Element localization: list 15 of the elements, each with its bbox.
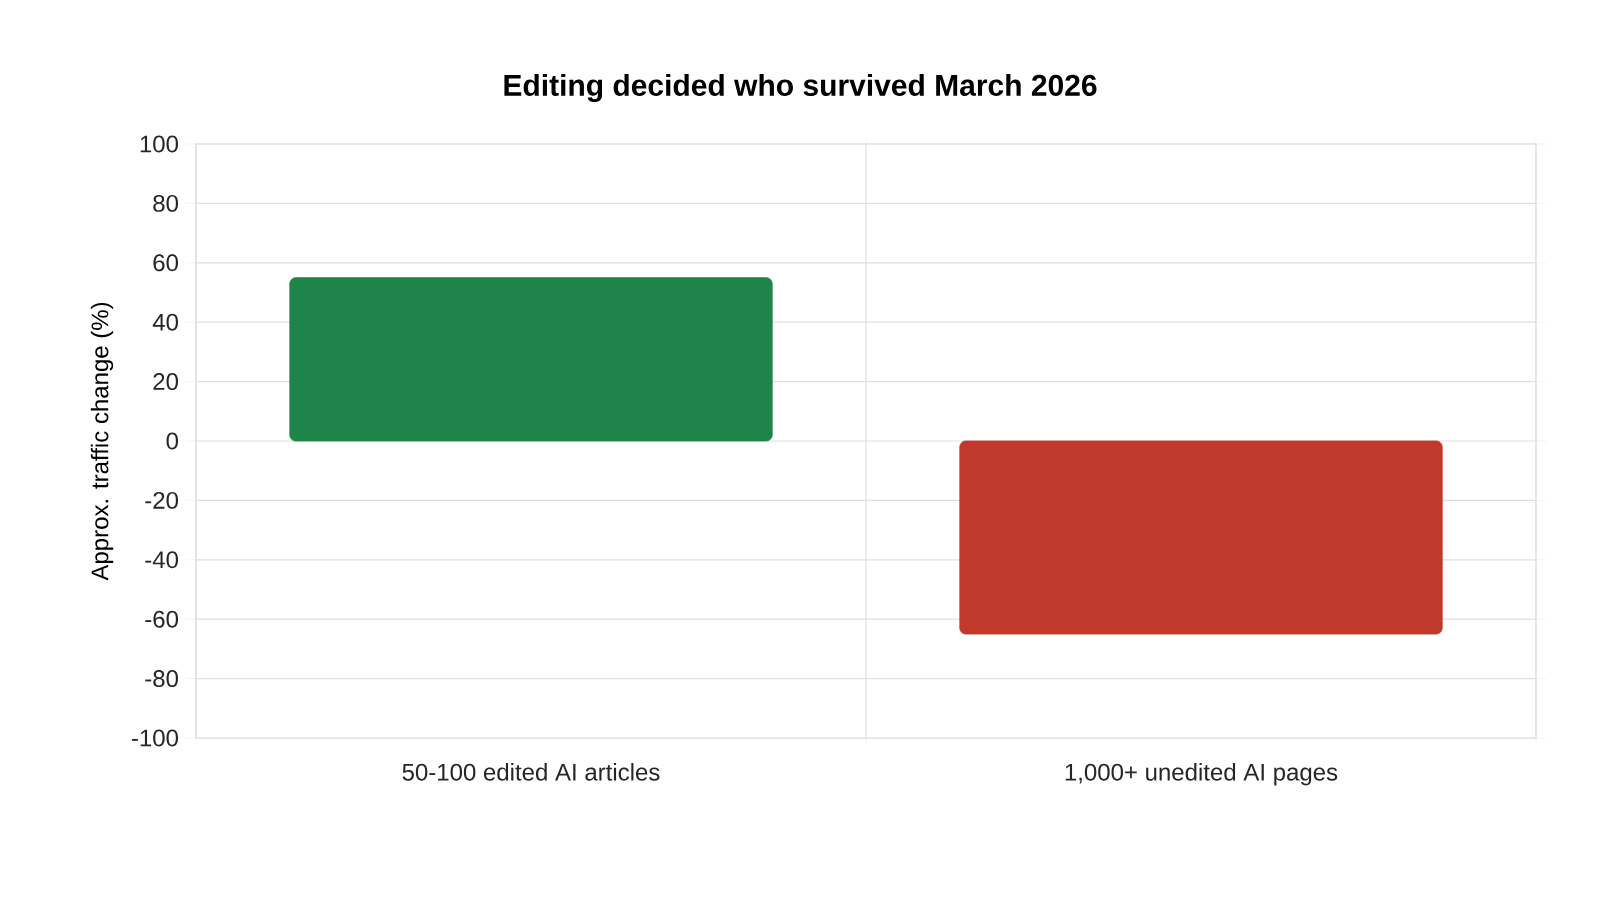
y-tick-label: -100 — [131, 729, 179, 747]
y-tick-label: 40 — [152, 313, 179, 331]
chart-title: Editing decided who survived March 2026 — [504, 73, 1097, 103]
y-axis-title: Approx. traffic change (%) — [90, 302, 114, 581]
y-tick-label: 60 — [153, 254, 179, 272]
y-tick-label: -80 — [145, 670, 179, 688]
x-tick-label: 50-100 edited AI articles — [402, 763, 660, 781]
y-tick-label: -60 — [145, 610, 179, 628]
x-tick-label: 1,000+ unedited AI pages — [1065, 763, 1338, 786]
y-tick-label: -20 — [145, 491, 179, 509]
y-tick-label: 100 — [140, 135, 179, 153]
y-tick-label: 20 — [153, 373, 179, 391]
y-tick-label: 0 — [166, 432, 179, 450]
y-tick-label: 80 — [153, 194, 179, 212]
y-tick-label: -40 — [145, 551, 179, 569]
